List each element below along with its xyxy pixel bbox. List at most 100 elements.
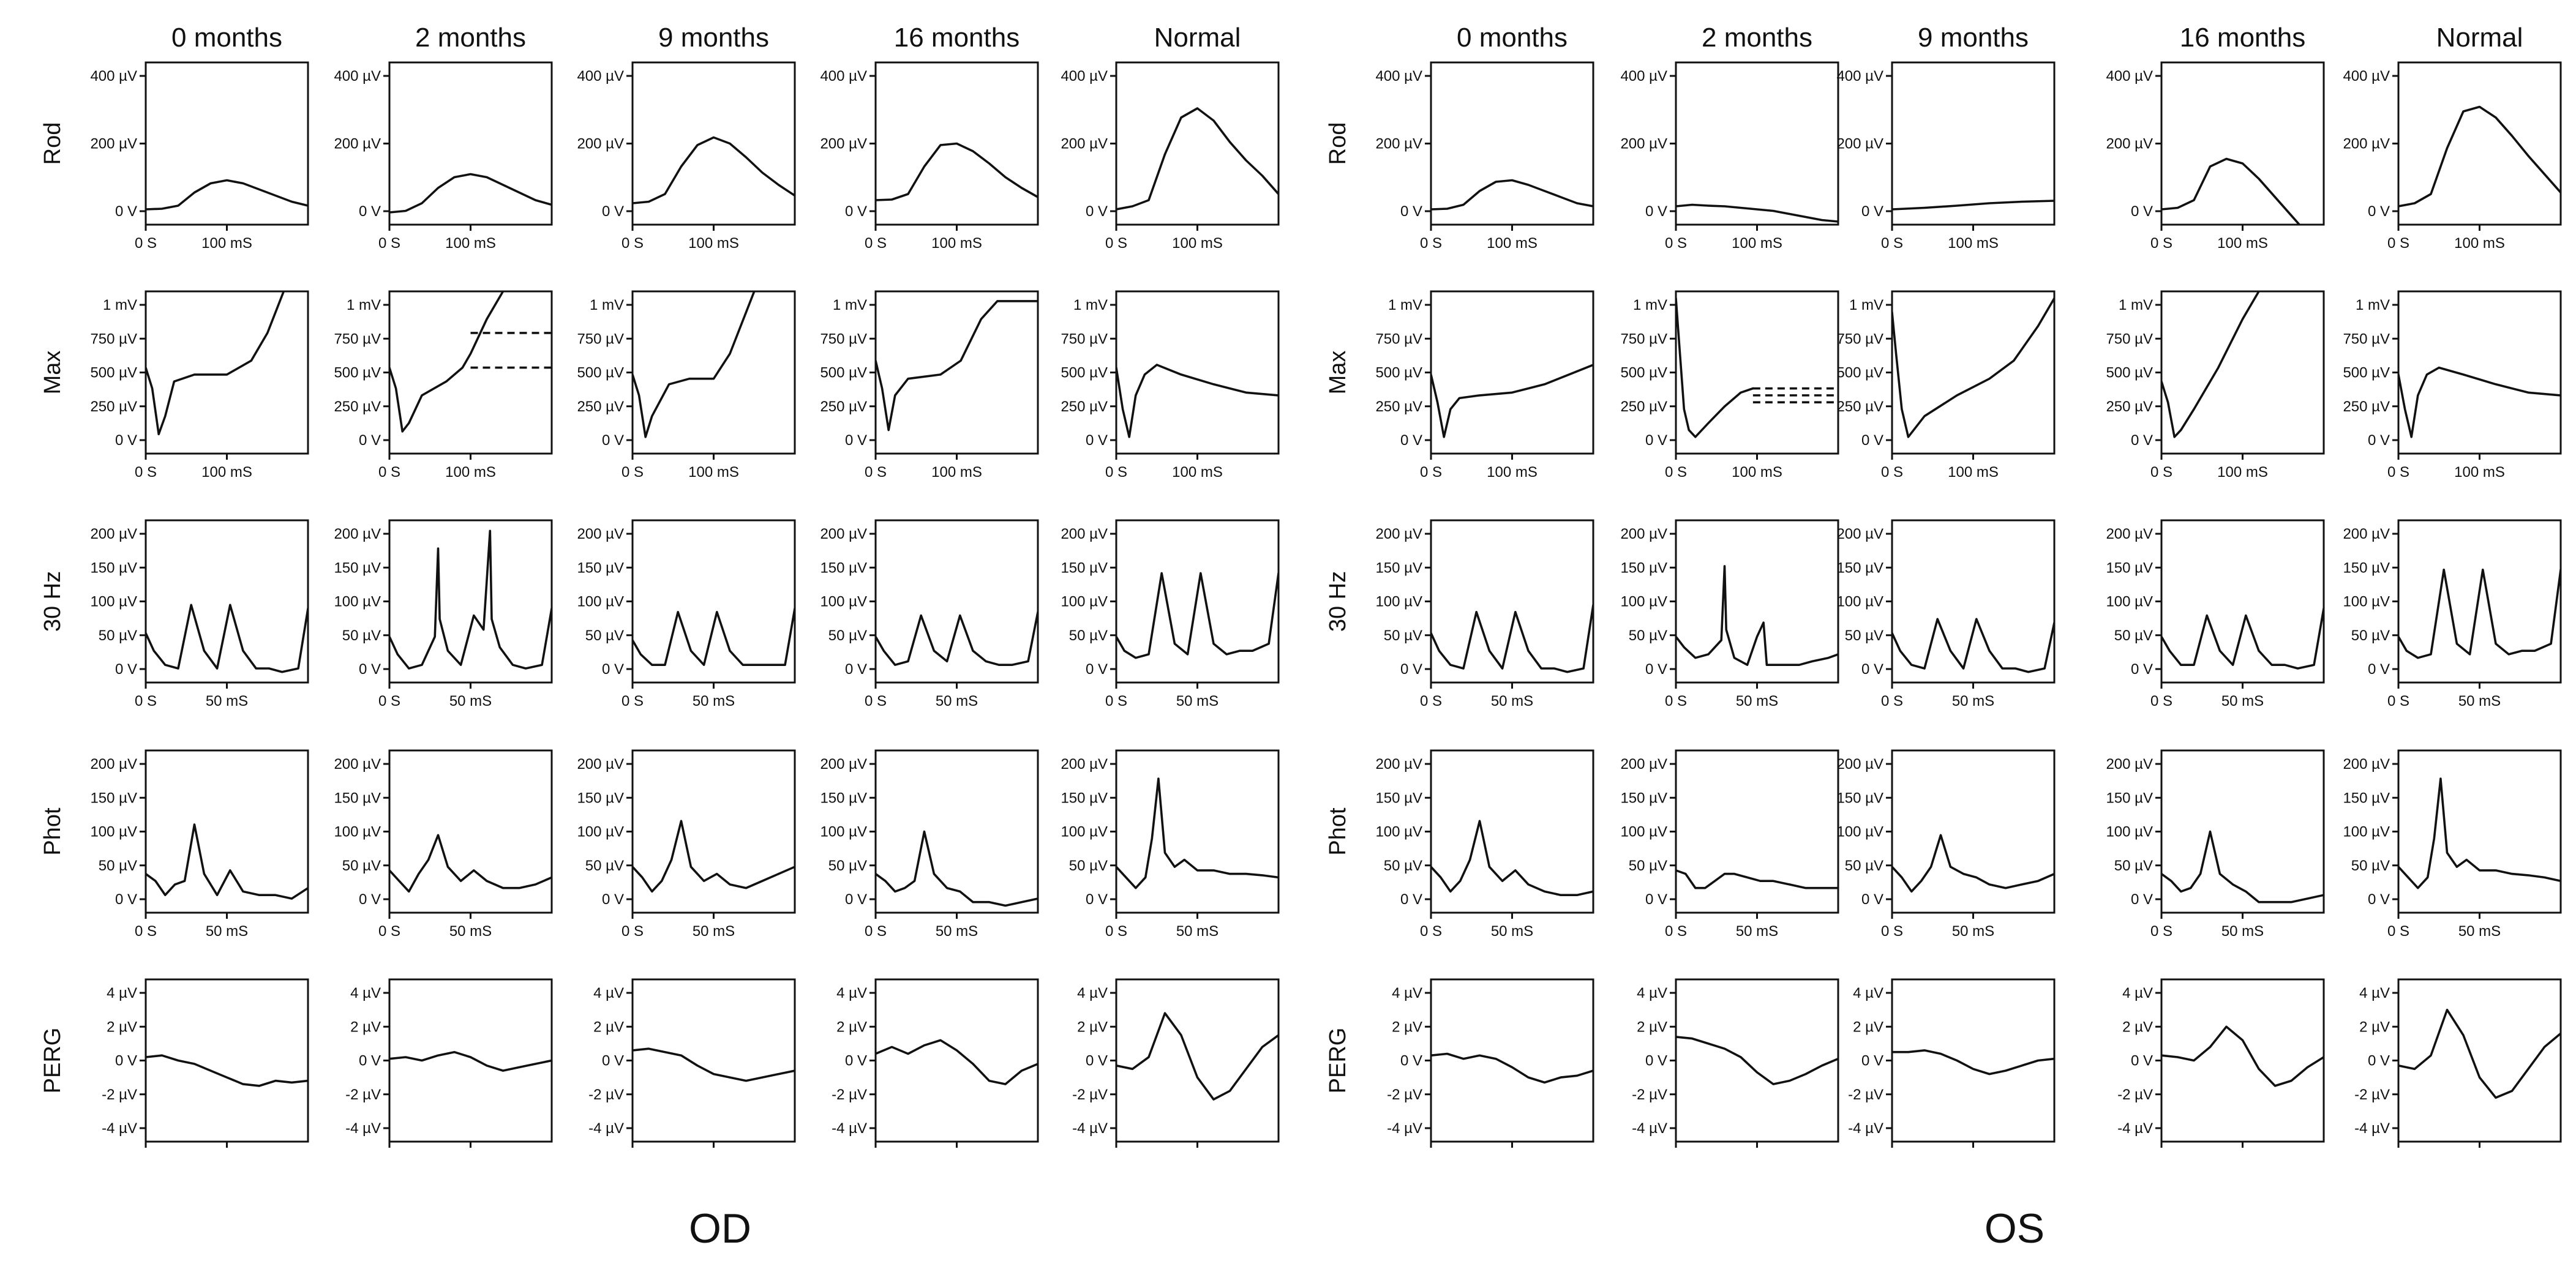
column-title-od-0-months: 0 months xyxy=(171,23,282,53)
trace-os-rod-16-months xyxy=(2161,157,2301,225)
trace-os-max-0-months xyxy=(1431,364,1593,438)
y-tick-label: 50 µV xyxy=(1384,858,1422,874)
y-tick-label: 1 mV xyxy=(590,297,624,313)
x-tick-label: 0 S xyxy=(621,235,644,252)
y-tick-label: 200 µV xyxy=(577,756,624,773)
x-tick-label: 0 S xyxy=(1420,693,1442,709)
eye-label-os: OS xyxy=(1985,1205,2045,1252)
y-tick-label: 50 µV xyxy=(1069,858,1108,874)
column-title-os-9-months: 9 months xyxy=(1918,23,2029,53)
y-tick-label: 200 µV xyxy=(577,136,624,152)
x-tick-label: 100 mS xyxy=(1732,235,1782,252)
trace-os-30-hz-0-months xyxy=(1431,604,1593,673)
y-tick-label: 2 µV xyxy=(350,1019,381,1035)
panel-od-rod-normal: 400 µV 200 µV 0 V 0 S 100 mS xyxy=(1061,61,1280,252)
panel-frame xyxy=(388,61,553,226)
y-tick-label: 2 µV xyxy=(1392,1019,1422,1035)
trace-od-rod-16-months xyxy=(876,142,1038,201)
y-tick-label: 0 V xyxy=(1861,1053,1883,1069)
y-tick-label: 200 µV xyxy=(334,526,381,542)
x-tick-label: 100 mS xyxy=(1487,235,1538,252)
y-tick-label: 0 V xyxy=(2368,432,2390,449)
panel-frame xyxy=(1115,290,1280,455)
y-tick-label: 100 µV xyxy=(90,594,137,610)
trace-od-perg-0-months xyxy=(146,1054,308,1087)
y-tick-label: 250 µV xyxy=(1836,398,1883,415)
x-tick-label: 100 mS xyxy=(2454,235,2505,252)
trace-od-phot-9-months xyxy=(633,820,795,893)
panel-grid: 0 months 2 months 9 months 16 months Normal R… xyxy=(40,23,2562,1148)
y-tick-label: 250 µV xyxy=(820,398,867,415)
y-tick-label: 0 V xyxy=(602,1053,624,1069)
y-tick-label: -4 µV xyxy=(1072,1120,1108,1137)
y-tick-label: 0 V xyxy=(2131,1053,2153,1069)
trace-od-phot-0-months xyxy=(146,823,308,900)
x-tick-label: 0 S xyxy=(1665,923,1687,940)
panel-frame xyxy=(145,978,309,1143)
panel-frame xyxy=(2160,519,2325,684)
column-title-od-2-months: 2 months xyxy=(415,23,526,53)
y-tick-label: 100 µV xyxy=(2106,594,2153,610)
x-tick-label: 0 S xyxy=(1105,693,1127,709)
y-tick-label: -4 µV xyxy=(588,1120,624,1137)
y-tick-label: 0 V xyxy=(359,432,381,449)
y-tick-label: 100 µV xyxy=(1061,824,1108,840)
y-tick-label: 0 V xyxy=(845,661,867,678)
x-tick-label: 50 mS xyxy=(1952,693,1994,709)
y-tick-label: 100 µV xyxy=(1620,824,1667,840)
x-tick-label: 0 S xyxy=(1881,235,1903,252)
trace-od-phot-16-months xyxy=(876,830,1038,907)
panel-frame xyxy=(1430,978,1594,1143)
y-tick-label: 200 µV xyxy=(2343,526,2390,542)
panel-od-rod-2-months: 400 µV 200 µV 0 V 0 S 100 mS xyxy=(334,61,553,252)
y-tick-label: 50 µV xyxy=(1384,627,1422,644)
trace-od-30-hz-0-months xyxy=(146,604,308,673)
y-tick-label: 1 mV xyxy=(2356,297,2390,313)
y-tick-label: 100 µV xyxy=(2343,824,2390,840)
y-tick-label: 400 µV xyxy=(1061,68,1108,84)
y-tick-label: 100 µV xyxy=(334,594,381,610)
x-tick-label: 50 mS xyxy=(936,923,978,940)
y-tick-label: 500 µV xyxy=(820,365,867,381)
y-tick-label: -4 µV xyxy=(102,1120,137,1137)
y-tick-label: 0 V xyxy=(2368,1053,2390,1069)
y-tick-label: 750 µV xyxy=(820,331,867,347)
y-tick-label: 200 µV xyxy=(1836,756,1883,773)
x-tick-label: 50 mS xyxy=(1952,923,1994,940)
column-title-os-normal: Normal xyxy=(2436,23,2523,53)
trace-od-max-normal xyxy=(1116,364,1279,438)
y-tick-label: 400 µV xyxy=(90,68,137,84)
y-tick-label: 4 µV xyxy=(1853,985,1883,1001)
x-tick-label: 50 mS xyxy=(1491,923,1533,940)
trace-os-phot-16-months xyxy=(2161,830,2324,903)
y-tick-label: 50 µV xyxy=(1845,627,1883,644)
y-tick-label: 50 µV xyxy=(585,858,624,874)
trace-os-30-hz-2-months xyxy=(1676,565,1838,666)
y-tick-label: 0 V xyxy=(2131,891,2153,908)
y-tick-label: 750 µV xyxy=(1375,331,1422,347)
y-tick-label: 0 V xyxy=(1086,661,1108,678)
y-tick-label: 4 µV xyxy=(1392,985,1422,1001)
trace-os-rod-9-months xyxy=(1892,200,2054,211)
y-tick-label: -2 µV xyxy=(1848,1087,1883,1103)
y-tick-label: 150 µV xyxy=(2343,559,2390,576)
y-tick-label: 500 µV xyxy=(2343,365,2390,381)
panel-frame xyxy=(1891,519,2056,684)
y-tick-label: 150 µV xyxy=(2106,559,2153,576)
y-tick-label: 200 µV xyxy=(820,756,867,773)
x-tick-label: 50 mS xyxy=(2221,923,2264,940)
trace-od-phot-2-months xyxy=(389,834,552,893)
y-tick-label: 150 µV xyxy=(90,790,137,806)
y-tick-label: 4 µV xyxy=(1077,985,1108,1001)
y-tick-label: 0 V xyxy=(115,891,137,908)
y-tick-label: 250 µV xyxy=(2106,398,2153,415)
y-tick-label: 1 mV xyxy=(1388,297,1422,313)
y-tick-label: 4 µV xyxy=(107,985,137,1001)
trace-os-rod-0-months xyxy=(1431,179,1593,211)
y-tick-label: 250 µV xyxy=(577,398,624,415)
panel-frame xyxy=(2397,749,2562,914)
y-tick-label: 200 µV xyxy=(2106,526,2153,542)
y-tick-label: 150 µV xyxy=(334,559,381,576)
trace-od-max-9-months xyxy=(633,291,756,438)
panel-od-perg-16-months: 4 µV 2 µV 0 V -2 µV -4 µV xyxy=(832,978,1039,1148)
